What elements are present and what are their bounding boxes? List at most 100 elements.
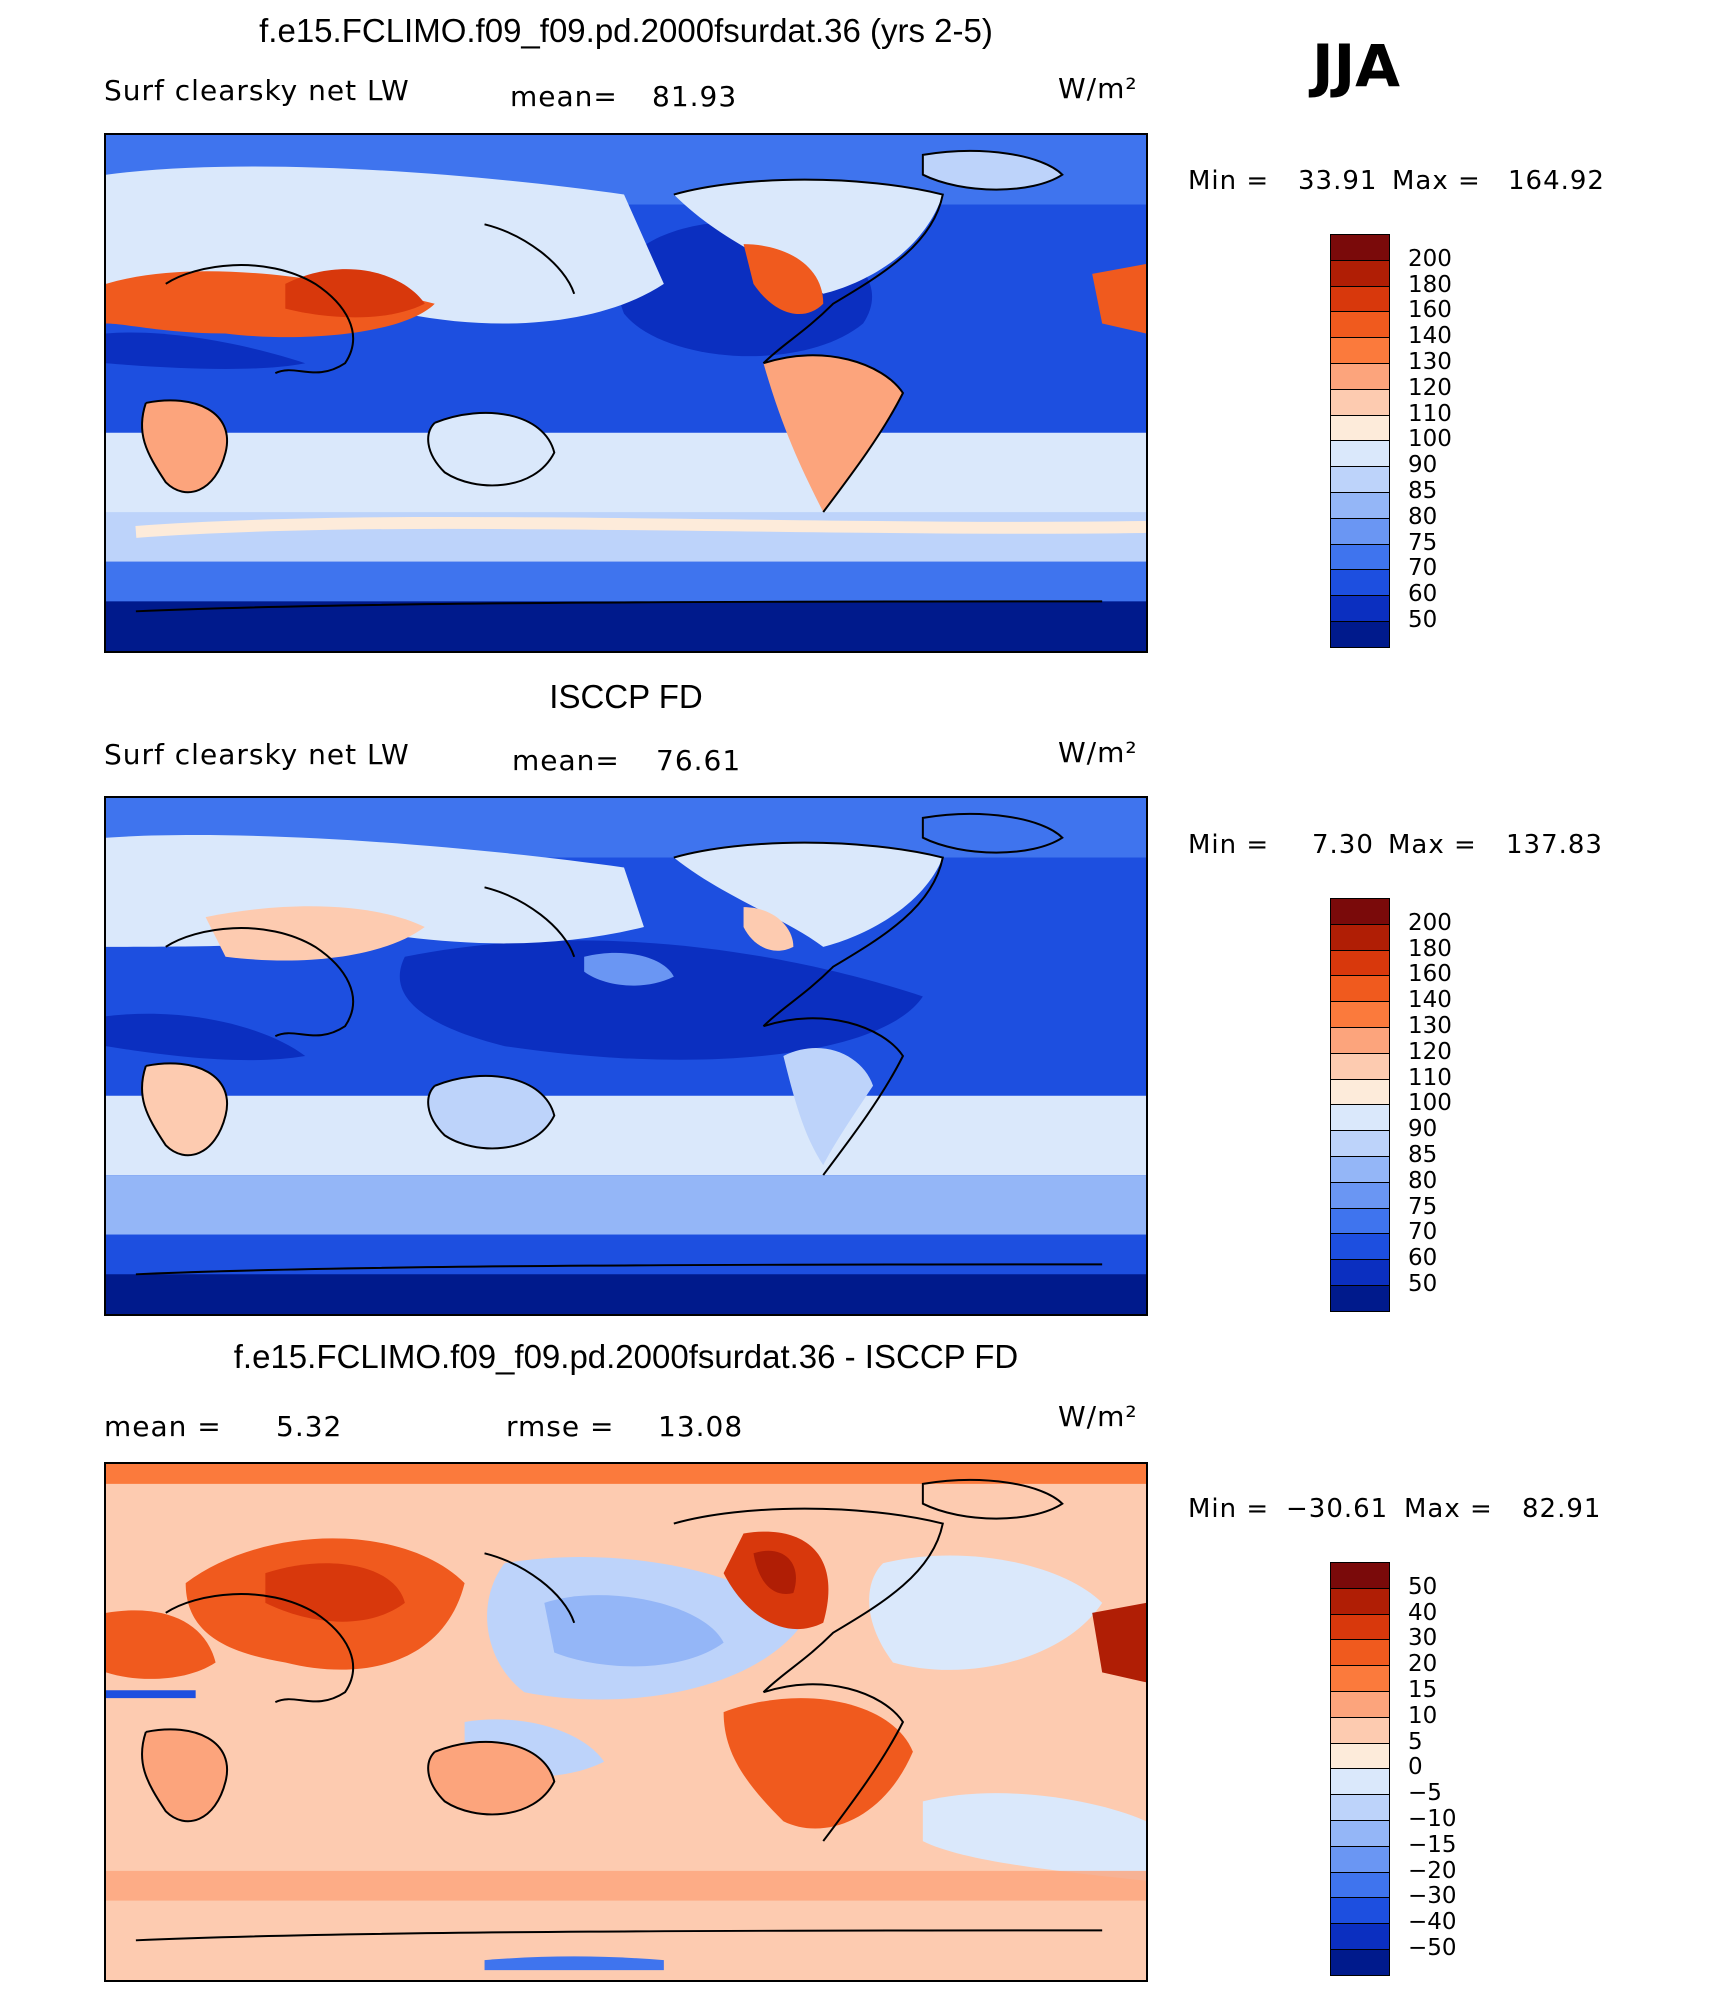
panel-3-min-label: Min = bbox=[1188, 1494, 1270, 1524]
colorbar-swatch bbox=[1330, 1001, 1390, 1028]
colorbar-tick-label: 110 bbox=[1408, 400, 1452, 427]
colorbar-swatch bbox=[1330, 1691, 1390, 1718]
panel-1-min-value: 33.91 bbox=[1298, 166, 1378, 196]
colorbar-swatch bbox=[1330, 569, 1390, 597]
colorbar-swatch bbox=[1330, 1207, 1390, 1235]
colorbar-tick-label: 140 bbox=[1408, 323, 1452, 350]
colorbar-tick-label: −50 bbox=[1408, 1935, 1457, 1961]
panel-2-map bbox=[104, 796, 1148, 1316]
colorbar-tick-label: 75 bbox=[1408, 529, 1438, 556]
colorbar-swatch bbox=[1330, 1794, 1390, 1821]
colorbar-tick-label: 50 bbox=[1408, 607, 1438, 633]
colorbar-swatch bbox=[1330, 1742, 1390, 1770]
colorbar-tick-label: 110 bbox=[1408, 1064, 1452, 1091]
colorbar-swatch bbox=[1330, 1285, 1390, 1312]
colorbar-swatch bbox=[1330, 285, 1390, 313]
colorbar-tick-label: 130 bbox=[1408, 1013, 1452, 1039]
panel-2-variable-label: Surf clearsky net LW bbox=[104, 738, 410, 771]
colorbar-tick-label: 60 bbox=[1408, 1245, 1438, 1272]
colorbar-swatch bbox=[1330, 337, 1390, 364]
colorbar-swatch bbox=[1330, 1027, 1390, 1054]
colorbar-swatch bbox=[1330, 1845, 1390, 1873]
colorbar-tick-label: 50 bbox=[1408, 1271, 1438, 1297]
colorbar-swatch bbox=[1330, 388, 1390, 416]
panel-3-map bbox=[104, 1462, 1148, 1982]
colorbar-tick-label: −40 bbox=[1408, 1909, 1457, 1936]
panel-1-max-value: 164.92 bbox=[1508, 166, 1605, 196]
panel-3-units: W/m² bbox=[1058, 1400, 1138, 1433]
panel-2-title: ISCCP FD bbox=[549, 678, 703, 715]
colorbar-swatch bbox=[1330, 466, 1390, 493]
panel-3-rmse-label: rmse = bbox=[506, 1410, 615, 1443]
colorbar-tick-label: 20 bbox=[1408, 1651, 1438, 1678]
colorbar-tick-label: 160 bbox=[1408, 961, 1452, 988]
panel-1-min-label: Min = bbox=[1188, 166, 1270, 196]
panel-1-mean-label: mean= bbox=[510, 80, 618, 113]
panel-2-units: W/m² bbox=[1058, 736, 1138, 769]
colorbar-swatch bbox=[1330, 1768, 1390, 1796]
colorbar-tick-label: 120 bbox=[1408, 374, 1452, 401]
colorbar-tick-label: 80 bbox=[1408, 1167, 1438, 1194]
panel-1-units: W/m² bbox=[1058, 72, 1138, 105]
panel-1-map-svg bbox=[106, 135, 1146, 651]
colorbar-tick-label: 40 bbox=[1408, 1599, 1438, 1626]
colorbar-tick-label: 100 bbox=[1408, 426, 1452, 453]
colorbar-tick-label: 50 bbox=[1408, 1573, 1438, 1600]
colorbar-swatch bbox=[1330, 1716, 1390, 1744]
panel-3-mean-label: mean = bbox=[104, 1410, 222, 1443]
colorbar-swatch bbox=[1330, 595, 1390, 622]
colorbar-swatch bbox=[1330, 621, 1390, 648]
colorbar-tick-label: 30 bbox=[1408, 1625, 1438, 1652]
colorbar-swatch bbox=[1330, 1923, 1390, 1950]
colorbar-tick-label: 80 bbox=[1408, 503, 1438, 530]
panel-3-max-label: Max = bbox=[1404, 1494, 1493, 1524]
colorbar-tick-label: 15 bbox=[1408, 1677, 1438, 1703]
colorbar-tick-label: 200 bbox=[1408, 909, 1452, 936]
colorbar-swatch bbox=[1330, 234, 1390, 261]
colorbar-swatch bbox=[1330, 311, 1390, 339]
panel-2-min-value: 7.30 bbox=[1312, 830, 1374, 860]
colorbar-tick-label: 10 bbox=[1408, 1702, 1438, 1729]
colorbar-tick-label: 200 bbox=[1408, 245, 1452, 272]
colorbar-swatch bbox=[1330, 1233, 1390, 1261]
panel-3-max-value: 82.91 bbox=[1522, 1494, 1602, 1524]
colorbar-tick-label: 0 bbox=[1408, 1754, 1423, 1781]
colorbar-tick-label: 180 bbox=[1408, 935, 1452, 962]
panel-3-mean-value: 5.32 bbox=[276, 1410, 343, 1443]
colorbar-tick-label: 90 bbox=[1408, 1116, 1438, 1143]
panel-3-rmse-value: 13.08 bbox=[658, 1410, 744, 1443]
colorbar-swatch bbox=[1330, 1820, 1390, 1847]
panel-3-map-svg bbox=[106, 1464, 1146, 1980]
colorbar-swatch bbox=[1330, 440, 1390, 468]
colorbar-swatch bbox=[1330, 1587, 1390, 1615]
colorbar-tick-label: 5 bbox=[1408, 1728, 1423, 1755]
colorbar-swatch bbox=[1330, 259, 1390, 287]
panel-1-max-label: Max = bbox=[1392, 166, 1481, 196]
colorbar-swatch bbox=[1330, 1639, 1390, 1667]
panel-1-variable-label: Surf clearsky net LW bbox=[104, 74, 410, 107]
colorbar-swatch bbox=[1330, 1897, 1390, 1925]
panel-1-mean-value: 81.93 bbox=[652, 80, 738, 113]
colorbar-tick-label: 85 bbox=[1408, 478, 1438, 504]
colorbar-swatch bbox=[1330, 949, 1390, 977]
colorbar-tick-label: −5 bbox=[1408, 1780, 1442, 1807]
colorbar-swatch bbox=[1330, 1181, 1390, 1209]
panel-3-min-value: −30.61 bbox=[1286, 1494, 1389, 1524]
colorbar-tick-label: 70 bbox=[1408, 555, 1438, 582]
panel-2-max-value: 137.83 bbox=[1506, 830, 1603, 860]
colorbar-tick-label: 180 bbox=[1408, 271, 1452, 298]
colorbar-swatch bbox=[1330, 414, 1390, 442]
colorbar-tick-label: −10 bbox=[1408, 1806, 1457, 1832]
panel-2-max-label: Max = bbox=[1388, 830, 1477, 860]
colorbar-tick-label: 85 bbox=[1408, 1142, 1438, 1168]
colorbar-swatch bbox=[1330, 517, 1390, 545]
colorbar-swatch bbox=[1330, 492, 1390, 519]
panel-2-min-label: Min = bbox=[1188, 830, 1270, 860]
colorbar-tick-label: 120 bbox=[1408, 1038, 1452, 1065]
colorbar-swatch bbox=[1330, 1052, 1390, 1080]
colorbar-tick-label: 130 bbox=[1408, 349, 1452, 375]
colorbar-swatch bbox=[1330, 1156, 1390, 1183]
colorbar-swatch bbox=[1330, 1259, 1390, 1286]
colorbar-tick-label: 90 bbox=[1408, 452, 1438, 479]
colorbar-swatch bbox=[1330, 898, 1390, 925]
